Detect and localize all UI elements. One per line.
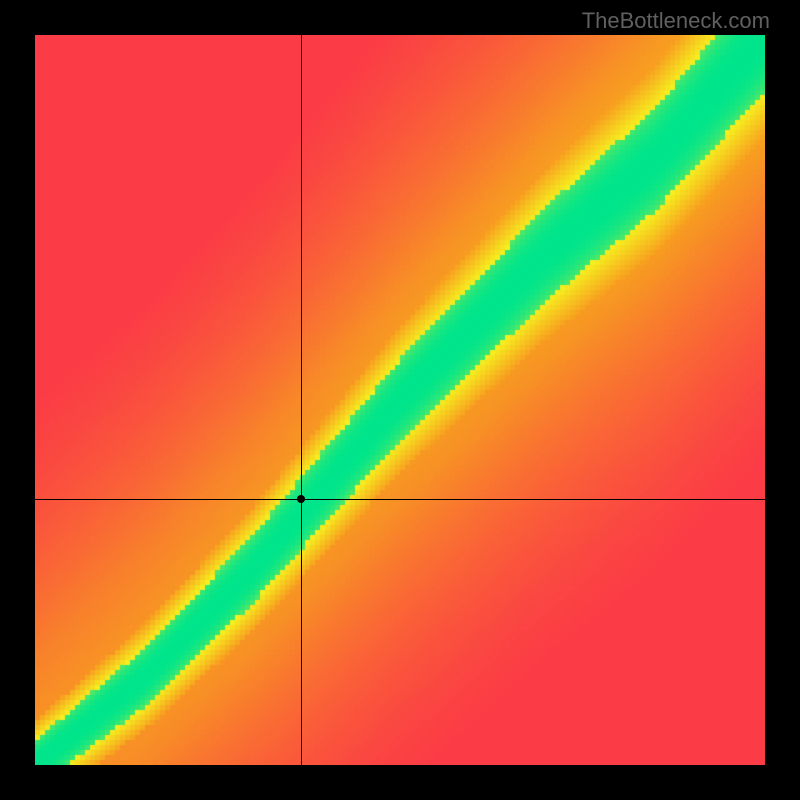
watermark-text: TheBottleneck.com xyxy=(582,8,770,34)
crosshair-vertical xyxy=(301,35,302,765)
crosshair-horizontal xyxy=(35,499,765,500)
crosshair-marker-dot xyxy=(297,495,305,503)
heatmap-canvas xyxy=(35,35,765,765)
heatmap-plot xyxy=(35,35,765,765)
